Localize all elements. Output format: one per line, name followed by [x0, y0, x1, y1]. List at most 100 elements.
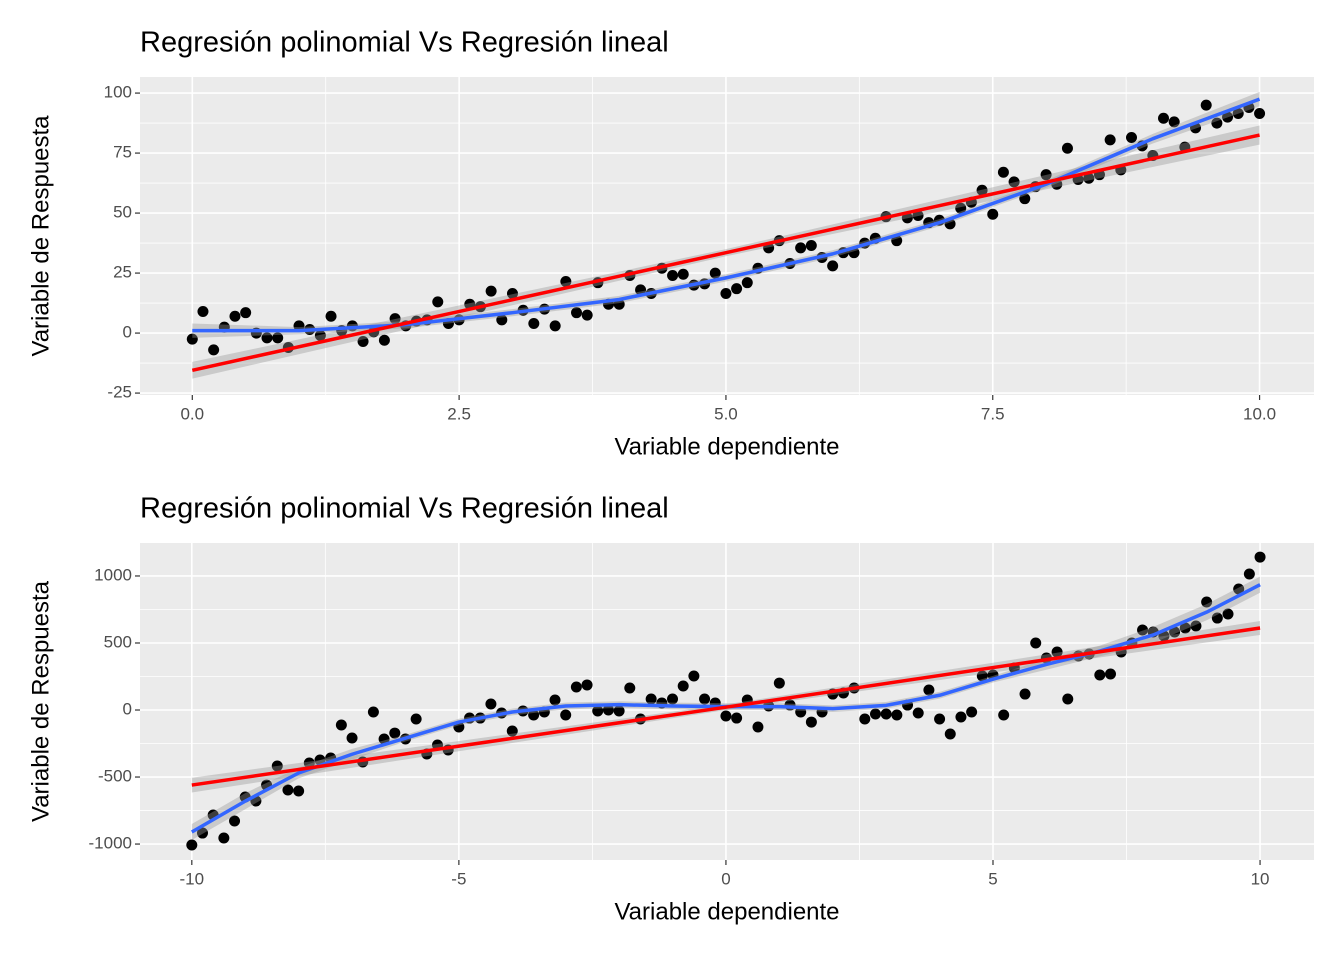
data-point: [1179, 622, 1191, 634]
data-point: [229, 310, 241, 322]
data-point: [282, 784, 294, 796]
data-point: [549, 320, 561, 332]
data-point: [571, 307, 583, 319]
y-axis-label: Variable de Respuesta: [27, 115, 54, 357]
data-point: [389, 727, 401, 739]
data-point: [186, 839, 198, 851]
data-point: [1083, 172, 1095, 184]
data-point: [1019, 193, 1031, 205]
data-point: [346, 732, 358, 744]
data-point: [731, 283, 743, 295]
data-point: [1030, 637, 1042, 649]
data-point: [741, 277, 753, 289]
data-point: [1243, 568, 1255, 580]
data-point: [966, 706, 978, 718]
x-tick-label: 5.0: [714, 404, 738, 423]
data-point: [699, 693, 711, 705]
data-point: [432, 296, 444, 308]
data-point: [1137, 624, 1149, 636]
data-point: [1200, 99, 1212, 111]
data-point: [955, 202, 967, 214]
data-point: [934, 713, 946, 725]
data-point: [613, 705, 625, 717]
y-tick-label: 75: [113, 143, 132, 162]
chart-title: Regresión polinomial Vs Regresión lineal: [140, 27, 669, 59]
data-point: [1019, 688, 1031, 700]
data-point: [1190, 620, 1202, 632]
data-point: [795, 242, 807, 254]
x-tick-label: 10: [1251, 869, 1270, 888]
x-tick-label: 0.0: [180, 404, 204, 423]
x-tick-label: -5: [451, 869, 466, 888]
data-point: [1094, 669, 1106, 681]
data-point: [389, 313, 401, 325]
y-axis-label: Variable de Respuesta: [27, 580, 54, 822]
data-point: [496, 314, 508, 326]
y-tick-label: -1000: [89, 834, 132, 853]
data-point: [325, 310, 337, 322]
data-point: [923, 684, 935, 696]
x-tick-label: 10.0: [1243, 404, 1276, 423]
data-point: [635, 284, 647, 296]
data-point: [955, 711, 967, 723]
x-tick-label: 5: [988, 869, 997, 888]
data-point: [667, 269, 679, 281]
data-point: [602, 704, 614, 716]
data-point: [1222, 111, 1234, 123]
data-point: [229, 815, 241, 827]
data-point: [976, 184, 988, 196]
data-point: [752, 721, 764, 733]
data-point: [357, 335, 369, 347]
data-point: [528, 709, 540, 721]
data-point: [869, 708, 881, 720]
data-point: [901, 212, 913, 224]
data-point: [677, 680, 689, 692]
data-point: [560, 275, 572, 287]
data-point: [261, 332, 273, 344]
data-point: [1201, 596, 1213, 608]
data-point: [880, 708, 892, 720]
data-point: [677, 268, 689, 280]
data-point: [1222, 608, 1234, 620]
plot-background: [140, 77, 1314, 395]
data-point: [1008, 176, 1020, 188]
data-point: [859, 713, 871, 725]
data-point: [218, 832, 230, 844]
data-point: [667, 693, 679, 705]
data-point: [196, 827, 208, 839]
data-point: [805, 239, 817, 251]
data-point: [485, 285, 497, 297]
data-point: [1232, 107, 1244, 119]
data-point: [197, 305, 209, 317]
y-tick-label: 0: [123, 323, 132, 342]
y-tick-label: -500: [98, 767, 132, 786]
x-tick-label: 0: [721, 869, 730, 888]
data-point: [293, 320, 305, 332]
data-point: [709, 267, 721, 279]
fit-line: [191, 133, 1260, 372]
data-point: [1104, 668, 1116, 680]
data-point: [688, 670, 700, 682]
data-point: [805, 716, 817, 728]
data-point: [912, 707, 924, 719]
y-tick-label: 25: [113, 263, 132, 282]
y-tick-label: -25: [107, 383, 132, 402]
data-point: [1125, 131, 1137, 143]
data-point: [997, 166, 1009, 178]
data-point: [1233, 583, 1245, 595]
data-point: [1168, 116, 1180, 128]
data-point: [720, 710, 732, 722]
data-point: [378, 733, 390, 745]
data-point: [891, 235, 903, 247]
chart-title: Regresión polinomial Vs Regresión lineal: [140, 493, 669, 525]
fit-line: [191, 626, 1261, 787]
data-point: [773, 677, 785, 689]
data-point: [1040, 169, 1052, 181]
data-point: [410, 713, 422, 725]
data-point: [272, 332, 284, 344]
data-point: [378, 334, 390, 346]
data-point: [1061, 142, 1073, 154]
data-point: [998, 709, 1010, 721]
